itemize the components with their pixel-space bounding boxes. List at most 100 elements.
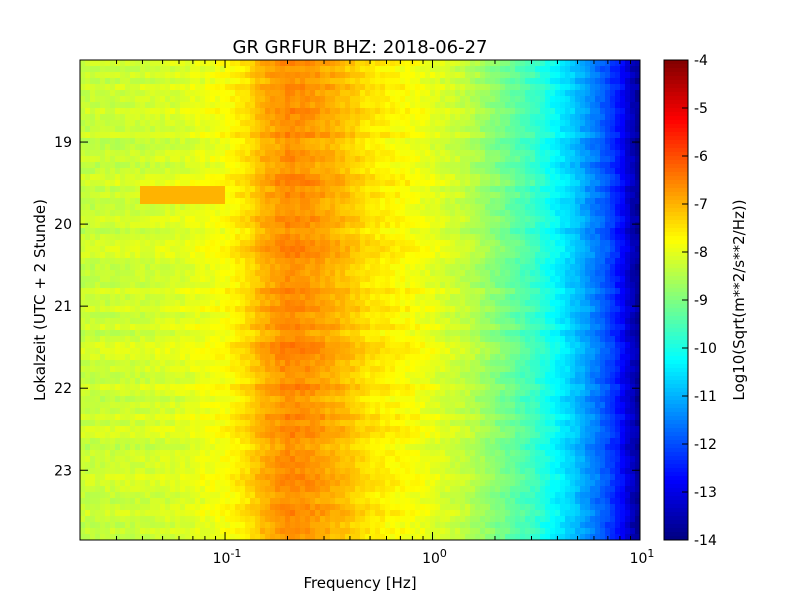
- heatmap-cell: [550, 96, 556, 103]
- heatmap-cell: [560, 78, 566, 85]
- heatmap-cell: [450, 138, 456, 145]
- heatmap-cell: [220, 198, 226, 205]
- heatmap-cell: [165, 210, 171, 217]
- heatmap-cell: [135, 192, 141, 199]
- heatmap-cell: [110, 90, 116, 97]
- heatmap-cell: [380, 78, 386, 85]
- heatmap-cell: [195, 126, 201, 133]
- heatmap-cell: [565, 168, 571, 175]
- heatmap-cell: [90, 192, 96, 199]
- heatmap-cell: [420, 90, 426, 97]
- heatmap-cell: [550, 120, 556, 127]
- heatmap-cell: [255, 216, 261, 223]
- heatmap-cell: [110, 132, 116, 139]
- heatmap-cell: [140, 156, 146, 163]
- heatmap-cell: [585, 258, 591, 265]
- heatmap-cell: [185, 90, 191, 97]
- heatmap-cell: [120, 102, 126, 109]
- heatmap-cell: [185, 282, 191, 289]
- heatmap-cell: [600, 198, 606, 205]
- heatmap-cell: [385, 114, 391, 121]
- heatmap-cell: [170, 294, 176, 301]
- heatmap-cell: [420, 72, 426, 79]
- heatmap-cell: [325, 138, 331, 145]
- heatmap-cell: [525, 102, 531, 109]
- heatmap-cell: [170, 240, 176, 247]
- heatmap-cell: [330, 312, 336, 319]
- heatmap-cell: [490, 216, 496, 223]
- heatmap-cell: [250, 222, 256, 229]
- heatmap-cell: [285, 144, 291, 151]
- heatmap-cell: [360, 306, 366, 313]
- heatmap-cell: [330, 222, 336, 229]
- heatmap-cell: [485, 258, 491, 265]
- heatmap-cell: [140, 228, 146, 235]
- heatmap-cell: [545, 228, 551, 235]
- heatmap-cell: [590, 210, 596, 217]
- heatmap-cell: [250, 162, 256, 169]
- heatmap-cell: [360, 216, 366, 223]
- heatmap-cell: [560, 228, 566, 235]
- heatmap-cell: [630, 270, 636, 277]
- heatmap-cell: [435, 318, 441, 325]
- heatmap-cell: [495, 312, 501, 319]
- heatmap-cell: [445, 84, 451, 91]
- heatmap-cell: [135, 168, 141, 175]
- heatmap-cell: [170, 114, 176, 121]
- heatmap-cell: [125, 258, 131, 265]
- heatmap-cell: [480, 306, 486, 313]
- heatmap-cell: [385, 324, 391, 331]
- heatmap-cell: [455, 300, 461, 307]
- heatmap-cell: [520, 156, 526, 163]
- heatmap-cell: [390, 60, 396, 67]
- heatmap-cell: [630, 186, 636, 193]
- heatmap-cell: [620, 198, 626, 205]
- heatmap-cell: [505, 282, 511, 289]
- heatmap-cell: [90, 324, 96, 331]
- heatmap-cell: [530, 108, 536, 115]
- heatmap-cell: [430, 246, 436, 253]
- heatmap-cell: [615, 240, 621, 247]
- heatmap-cell: [245, 234, 251, 241]
- heatmap-cell: [330, 162, 336, 169]
- heatmap-cell: [230, 150, 236, 157]
- heatmap-cell: [595, 138, 601, 145]
- heatmap-cell: [215, 258, 221, 265]
- heatmap-cell: [145, 210, 151, 217]
- heatmap-cell: [160, 78, 166, 85]
- heatmap-cell: [295, 66, 301, 73]
- heatmap-cell: [80, 240, 86, 247]
- heatmap-cell: [495, 186, 501, 193]
- heatmap-cell: [380, 210, 386, 217]
- heatmap-cell: [320, 210, 326, 217]
- heatmap-cell: [485, 60, 491, 67]
- heatmap-cell: [475, 294, 481, 301]
- heatmap-cell: [535, 78, 541, 85]
- heatmap-cell: [215, 174, 221, 181]
- heatmap-cell: [315, 144, 321, 151]
- heatmap-cell: [590, 270, 596, 277]
- heatmap-cell: [140, 192, 146, 199]
- heatmap-cell: [315, 276, 321, 283]
- heatmap-cell: [180, 246, 186, 253]
- heatmap-cell: [575, 306, 581, 313]
- heatmap-cell: [400, 72, 406, 79]
- heatmap-cell: [340, 126, 346, 133]
- heatmap-cell: [555, 180, 561, 187]
- heatmap-cell: [115, 84, 121, 91]
- heatmap-cell: [625, 138, 631, 145]
- heatmap-cell: [385, 138, 391, 145]
- heatmap-cell: [400, 156, 406, 163]
- heatmap-cell: [350, 306, 356, 313]
- heatmap-cell: [125, 228, 131, 235]
- heatmap-cell: [290, 138, 296, 145]
- heatmap-cell: [400, 282, 406, 289]
- heatmap-cell: [480, 90, 486, 97]
- heatmap-cell: [245, 126, 251, 133]
- heatmap-cell: [390, 246, 396, 253]
- heatmap-cell: [260, 312, 266, 319]
- heatmap-cell: [515, 78, 521, 85]
- heatmap-cell: [100, 180, 106, 187]
- heatmap-cell: [360, 210, 366, 217]
- heatmap-cell: [445, 210, 451, 217]
